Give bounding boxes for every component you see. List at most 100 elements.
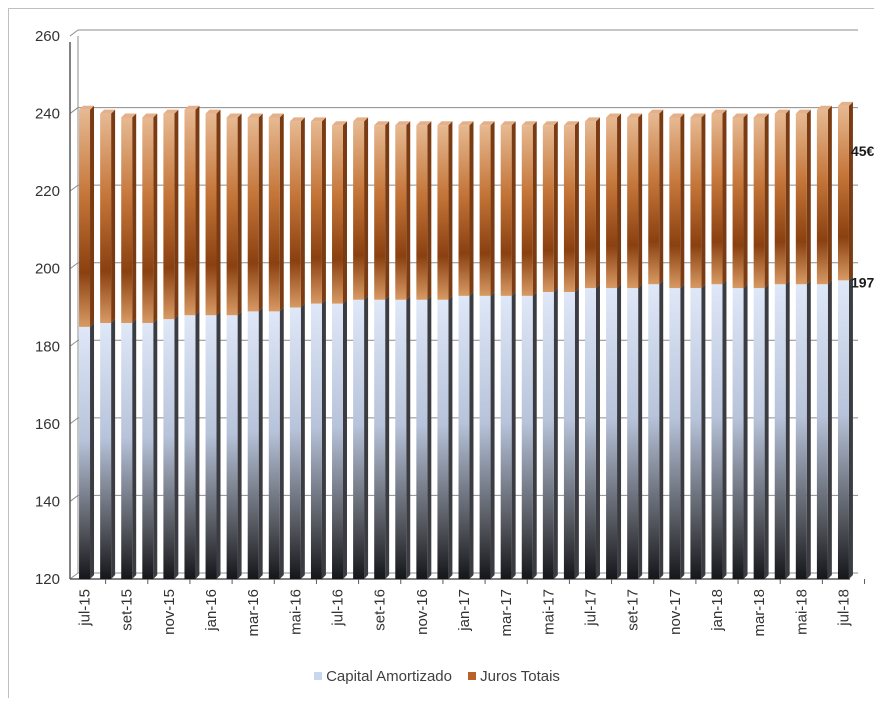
bar-top-cap: [627, 113, 643, 118]
bar-top-cap: [353, 117, 369, 122]
bar-juros-side: [532, 121, 537, 296]
bar-juros-side: [195, 105, 200, 316]
x-tick-label: mai-18: [793, 589, 810, 635]
bar-capital-side: [764, 284, 769, 579]
bar-juros-side: [785, 109, 790, 285]
bar-capital-amortizado: [268, 311, 280, 579]
bar-capital-amortizado: [310, 303, 322, 579]
bar-capital-side: [638, 284, 643, 579]
bar-juros-side: [153, 113, 158, 324]
bar-capital-side: [385, 295, 390, 579]
bar-top-cap: [226, 113, 242, 118]
bar-capital-side: [785, 280, 790, 579]
bar-juros-totais: [711, 113, 723, 285]
bar-top-cap: [585, 117, 600, 122]
bar-capital-side: [364, 295, 369, 579]
gridline-depth: [69, 184, 79, 192]
bar-juros-totais: [732, 117, 744, 289]
bar-juros-totais: [816, 109, 828, 285]
bar-capital-amortizado: [332, 303, 343, 579]
bar-top-cap: [711, 109, 727, 114]
bar-top-cap: [121, 113, 137, 118]
bar-juros-totais: [247, 117, 259, 312]
bar-top-cap: [795, 109, 811, 114]
bar-capital-side: [321, 299, 326, 579]
bar-juros-side: [617, 113, 622, 289]
bar-top-cap: [774, 109, 790, 114]
bar-capital-side: [279, 307, 284, 579]
bar-juros-side: [300, 117, 305, 308]
bar-capital-side: [680, 284, 685, 579]
x-tick-label: nov-16: [414, 589, 431, 635]
bar-juros-totais: [332, 125, 343, 304]
bar-capital-amortizado: [142, 323, 154, 579]
bar-capital-side: [553, 287, 558, 579]
bar-juros-totais: [416, 125, 428, 300]
bar-capital-side: [490, 291, 495, 579]
bar-capital-side: [574, 287, 579, 579]
bar-top-cap: [100, 109, 116, 114]
bar-juros-side: [321, 117, 326, 304]
bar-juros-side: [806, 109, 811, 285]
legend-swatch-juros: [468, 672, 477, 680]
bar-juros-totais: [500, 125, 512, 296]
bar-top-cap: [669, 113, 685, 118]
legend-item-capital: Capital Amortizado: [314, 668, 452, 685]
bar-capital-amortizado: [837, 280, 849, 579]
bar-capital-side: [406, 295, 411, 579]
bar-juros-totais: [353, 121, 365, 300]
gridline-depth: [69, 572, 79, 580]
y-tick-label: 160: [35, 416, 60, 433]
bar-juros-side: [385, 121, 390, 300]
bar-top-cap: [500, 121, 516, 126]
bar-juros-side: [722, 109, 727, 285]
bar-juros-side: [595, 117, 600, 289]
bar-juros-totais: [627, 117, 639, 289]
bar-capital-amortizado: [627, 288, 639, 579]
bar-capital-amortizado: [353, 299, 365, 579]
data-label-juros: 45€: [851, 143, 874, 159]
bar-juros-totais: [205, 113, 217, 316]
bar-juros-side: [553, 121, 558, 292]
bar-capital-amortizado: [563, 291, 575, 579]
x-tick-label: mar-17: [498, 589, 515, 637]
bar-top-cap: [268, 113, 284, 118]
bar-juros-totais: [395, 125, 407, 300]
bar-capital-amortizado: [416, 299, 428, 579]
bar-juros-totais: [226, 117, 238, 316]
bar-capital-amortizado: [500, 295, 512, 579]
bar-juros-totais: [585, 121, 596, 289]
x-tick-label: jul-16: [330, 589, 347, 627]
bar-juros-side: [638, 113, 643, 289]
bar-top-cap: [690, 113, 706, 118]
bar-juros-side: [701, 113, 706, 289]
bar-capital-side: [195, 311, 200, 579]
bar-juros-side: [427, 121, 432, 300]
bar-capital-amortizado: [753, 288, 765, 579]
bar-juros-side: [448, 121, 453, 300]
bar-top-cap: [142, 113, 158, 118]
bar-capital-amortizado: [690, 288, 702, 579]
bar-juros-side: [827, 105, 832, 285]
gridline-depth: [69, 495, 79, 502]
x-tick-label: mar-16: [245, 589, 262, 637]
bar-juros-totais: [121, 117, 133, 324]
bar-top-cap: [542, 121, 558, 126]
x-tick-label: nov-17: [667, 589, 684, 635]
bar-capital-amortizado: [711, 284, 723, 579]
bar-juros-side: [743, 113, 748, 289]
x-tick-label: set-17: [625, 589, 642, 631]
bar-juros-totais: [648, 113, 660, 285]
x-tick-label: mai-17: [540, 589, 557, 635]
bar-capital-amortizado: [648, 284, 660, 579]
bar-capital-side: [427, 295, 432, 579]
bar-juros-totais: [100, 113, 112, 324]
bar-juros-side: [237, 113, 242, 316]
x-tick-label: jan-18: [709, 589, 726, 632]
bar-juros-side: [511, 121, 516, 296]
y-tick-label: 120: [35, 571, 60, 588]
y-tick-label: 180: [35, 338, 60, 355]
gridline-depth: [69, 339, 79, 347]
bar-top-cap: [521, 121, 537, 126]
bar-juros-totais: [521, 125, 533, 296]
